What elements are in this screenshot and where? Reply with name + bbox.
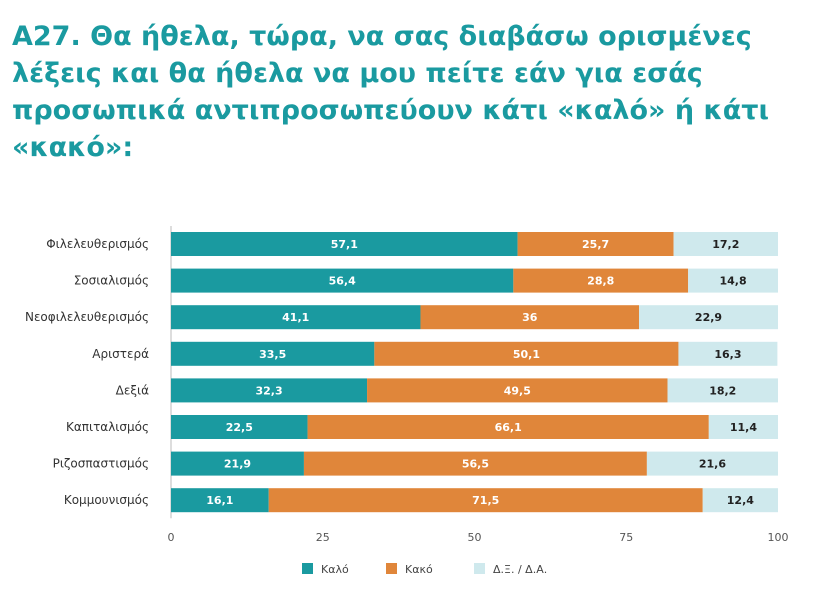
data-label: 12,4 [727,494,754,507]
data-label: 22,9 [695,311,722,324]
legend-label: Καλό [321,563,349,576]
bar-segment [171,232,518,256]
data-label: 17,2 [712,238,739,251]
bar-segment [702,488,778,513]
data-label: 32,3 [255,384,282,397]
data-label: 16,3 [714,348,741,361]
data-label: 28,8 [587,275,614,288]
data-label: 14,8 [720,275,747,288]
data-label: 50,1 [513,348,540,361]
x-tick-label: 100 [768,531,789,544]
category-label: Αριστερά [92,347,149,361]
bar-segment [708,415,778,439]
data-label: 41,1 [282,311,309,324]
bar-segment [646,451,778,476]
bar-segment [171,488,269,513]
bar-segment [307,415,709,439]
data-label: 21,9 [224,458,251,471]
x-tick-label: 25 [316,531,330,544]
data-label: 56,4 [329,275,356,288]
category-label: Νεοφιλελευθερισμός [25,310,149,324]
legend-swatch [302,563,313,574]
bar-segment [667,378,778,403]
data-label: 16,1 [206,494,233,507]
bar-segment [171,451,304,476]
data-label: 66,1 [495,421,522,434]
x-tick-label: 75 [619,531,633,544]
data-label: 56,5 [462,458,489,471]
bar-segment [171,378,368,403]
legend-swatch [386,563,397,574]
data-label: 18,2 [709,384,736,397]
data-label: 71,5 [472,494,499,507]
chart-title: Α27. Θα ήθελα, τώρα, να σας διαβάσω ορισ… [12,21,769,163]
bar-segment [673,232,778,256]
bar-segment [517,232,674,256]
data-label: 33,5 [259,348,286,361]
data-label: 21,6 [699,458,726,471]
data-label: 49,5 [504,384,531,397]
data-label: 11,4 [730,421,757,434]
bar-segment [268,488,703,513]
category-label: Δεξιά [116,383,149,397]
legend-swatch [474,563,485,574]
bar-segment [171,341,375,366]
bar-segment [171,415,308,439]
bar-segment [171,305,421,330]
category-label: Σοσιαλισμός [74,274,149,288]
bar-segment [678,341,778,366]
data-label: 57,1 [331,238,358,251]
category-label: Ριζοσπαστισμός [53,457,149,471]
data-label: 22,5 [226,421,253,434]
bar-segment [374,341,679,366]
category-label: Φιλελευθερισμός [46,237,149,251]
data-label: 25,7 [582,238,609,251]
bar-segment [688,268,778,293]
category-label: Κομμουνισμός [64,493,149,507]
legend-label: Δ.Ξ. / Δ.Α. [493,563,547,576]
x-tick-label: 0 [168,531,175,544]
x-tick-label: 50 [468,531,482,544]
category-label: Καπιταλισμός [66,420,149,434]
data-label: 36 [522,311,538,324]
bar-segment [367,378,668,403]
bar-segment [420,305,639,330]
legend-label: Κακό [405,563,433,576]
bar-segment [638,305,778,330]
bar-segment [171,268,514,293]
bar-segment [303,451,647,476]
bar-segment [513,268,689,293]
